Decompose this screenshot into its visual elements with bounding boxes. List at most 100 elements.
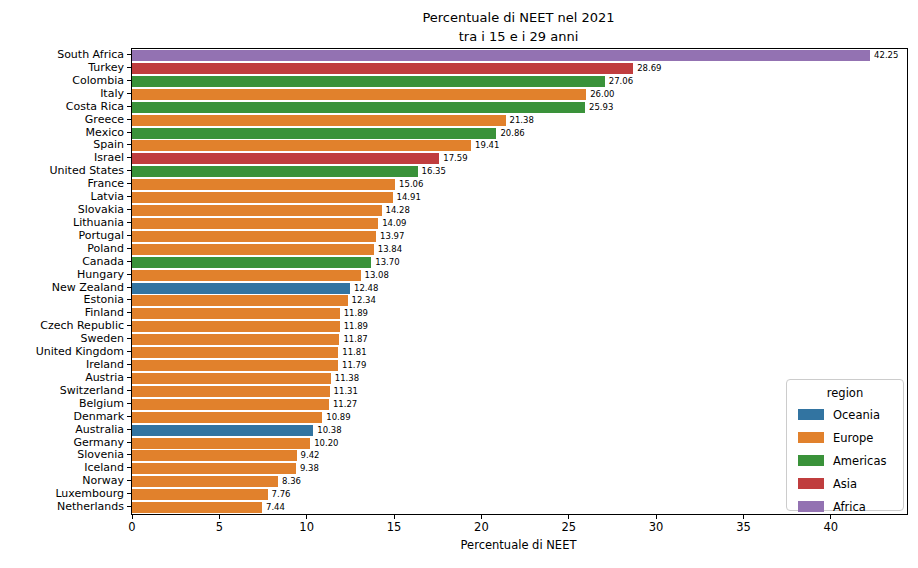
bar-value-label: 11.87 [343,334,367,345]
y-tick-mark [127,351,131,352]
y-tick-mark [127,299,131,300]
bar-value-label: 7.44 [266,502,285,513]
x-tick-label: 10 [285,521,329,534]
bar-value-label: 16.35 [422,166,446,177]
y-tick-mark [127,377,131,378]
y-tick-mark [127,390,131,391]
y-tick-mark [127,493,131,494]
bar-value-label: 11.27 [333,399,357,410]
y-tick-label: New Zealand [0,281,124,294]
y-tick-mark [127,364,131,365]
y-tick-mark [127,312,131,313]
y-tick-mark [127,183,131,184]
y-tick-mark [127,93,131,94]
x-tick-label: 25 [547,521,591,534]
y-tick-label: Latvia [0,190,124,203]
y-tick-label: Turkey [0,61,124,74]
y-tick-mark [127,416,131,417]
y-tick-label: Sweden [0,332,124,345]
bar-value-label: 7.76 [272,489,291,500]
bar-value-label: 28.69 [637,63,661,74]
bar-value-label: 9.38 [300,463,319,474]
bar-value-label: 20.86 [500,128,524,139]
x-tick-mark [132,515,133,519]
bar-slovakia [132,205,382,216]
y-tick-label: Canada [0,255,124,268]
bar-value-label: 9.42 [301,450,320,461]
y-tick-mark [127,338,131,339]
bar-norway [132,476,278,487]
y-tick-mark [127,235,131,236]
y-tick-label: Slovakia [0,203,124,216]
y-tick-label: France [0,177,124,190]
legend-label: Oceania [833,408,880,422]
bar-value-label: 10.20 [314,438,338,449]
bar-turkey [132,63,633,74]
y-tick-label: Greece [0,113,124,126]
bar-value-label: 15.06 [399,179,423,190]
y-tick-label: Czech Republic [0,319,124,332]
bar-sweden [132,334,339,345]
y-tick-label: Germany [0,436,124,449]
bar-value-label: 14.09 [382,218,406,229]
y-tick-label: Norway [0,474,124,487]
y-tick-label: Portugal [0,229,124,242]
bar-israel [132,153,439,164]
x-tick-label: 15 [372,521,416,534]
bar-latvia [132,192,393,203]
bar-austria [132,373,331,384]
legend-item-asia: Asia [787,472,903,495]
y-tick-mark [127,429,131,430]
legend-swatch-americas [798,455,824,466]
bar-value-label: 26.00 [590,89,614,100]
x-tick-mark [394,515,395,519]
bar-portugal [132,231,376,242]
x-tick-mark [219,515,220,519]
y-tick-mark [127,467,131,468]
legend-swatch-europe [798,432,824,443]
legend-item-oceania: Oceania [787,403,903,426]
bar-value-label: 13.70 [375,257,399,268]
bar-switzerland [132,386,330,397]
bar-new-zealand [132,283,350,294]
y-tick-mark [127,119,131,120]
bar-value-label: 21.38 [510,115,534,126]
y-tick-label: Iceland [0,461,124,474]
bar-value-label: 19.41 [475,140,499,151]
bar-spain [132,140,471,151]
legend-swatch-oceania [798,409,824,420]
bar-costa-rica [132,102,585,113]
y-tick-label: Slovenia [0,448,124,461]
bar-hungary [132,270,361,281]
y-tick-label: Poland [0,242,124,255]
bar-italy [132,89,586,100]
bar-value-label: 27.06 [609,76,633,87]
bar-iceland [132,463,296,474]
y-tick-label: Netherlands [0,500,124,513]
x-tick-mark [481,515,482,519]
x-axis-title: Percentuale di NEET [131,538,906,552]
y-tick-label: Ireland [0,358,124,371]
bar-finland [132,308,340,319]
y-tick-label: United States [0,164,124,177]
figure: Percentuale di NEET nel 2021 tra i 15 e … [0,0,918,568]
y-tick-label: Costa Rica [0,100,124,113]
y-tick-label: Denmark [0,410,124,423]
y-tick-label: Lithuania [0,216,124,229]
bar-south-africa [132,50,870,61]
x-tick-label: 40 [809,521,853,534]
y-tick-label: Australia [0,423,124,436]
bar-germany [132,438,310,449]
y-tick-mark [127,325,131,326]
bar-estonia [132,295,348,306]
bar-greece [132,115,506,126]
legend-item-africa: Africa [787,495,903,518]
legend-title: region [787,386,903,400]
bar-colombia [132,76,605,87]
legend-swatch-africa [798,501,824,512]
y-tick-mark [127,157,131,158]
bar-value-label: 13.84 [378,244,402,255]
bar-ireland [132,360,338,371]
bar-value-label: 11.31 [334,386,358,397]
x-tick-mark [306,515,307,519]
